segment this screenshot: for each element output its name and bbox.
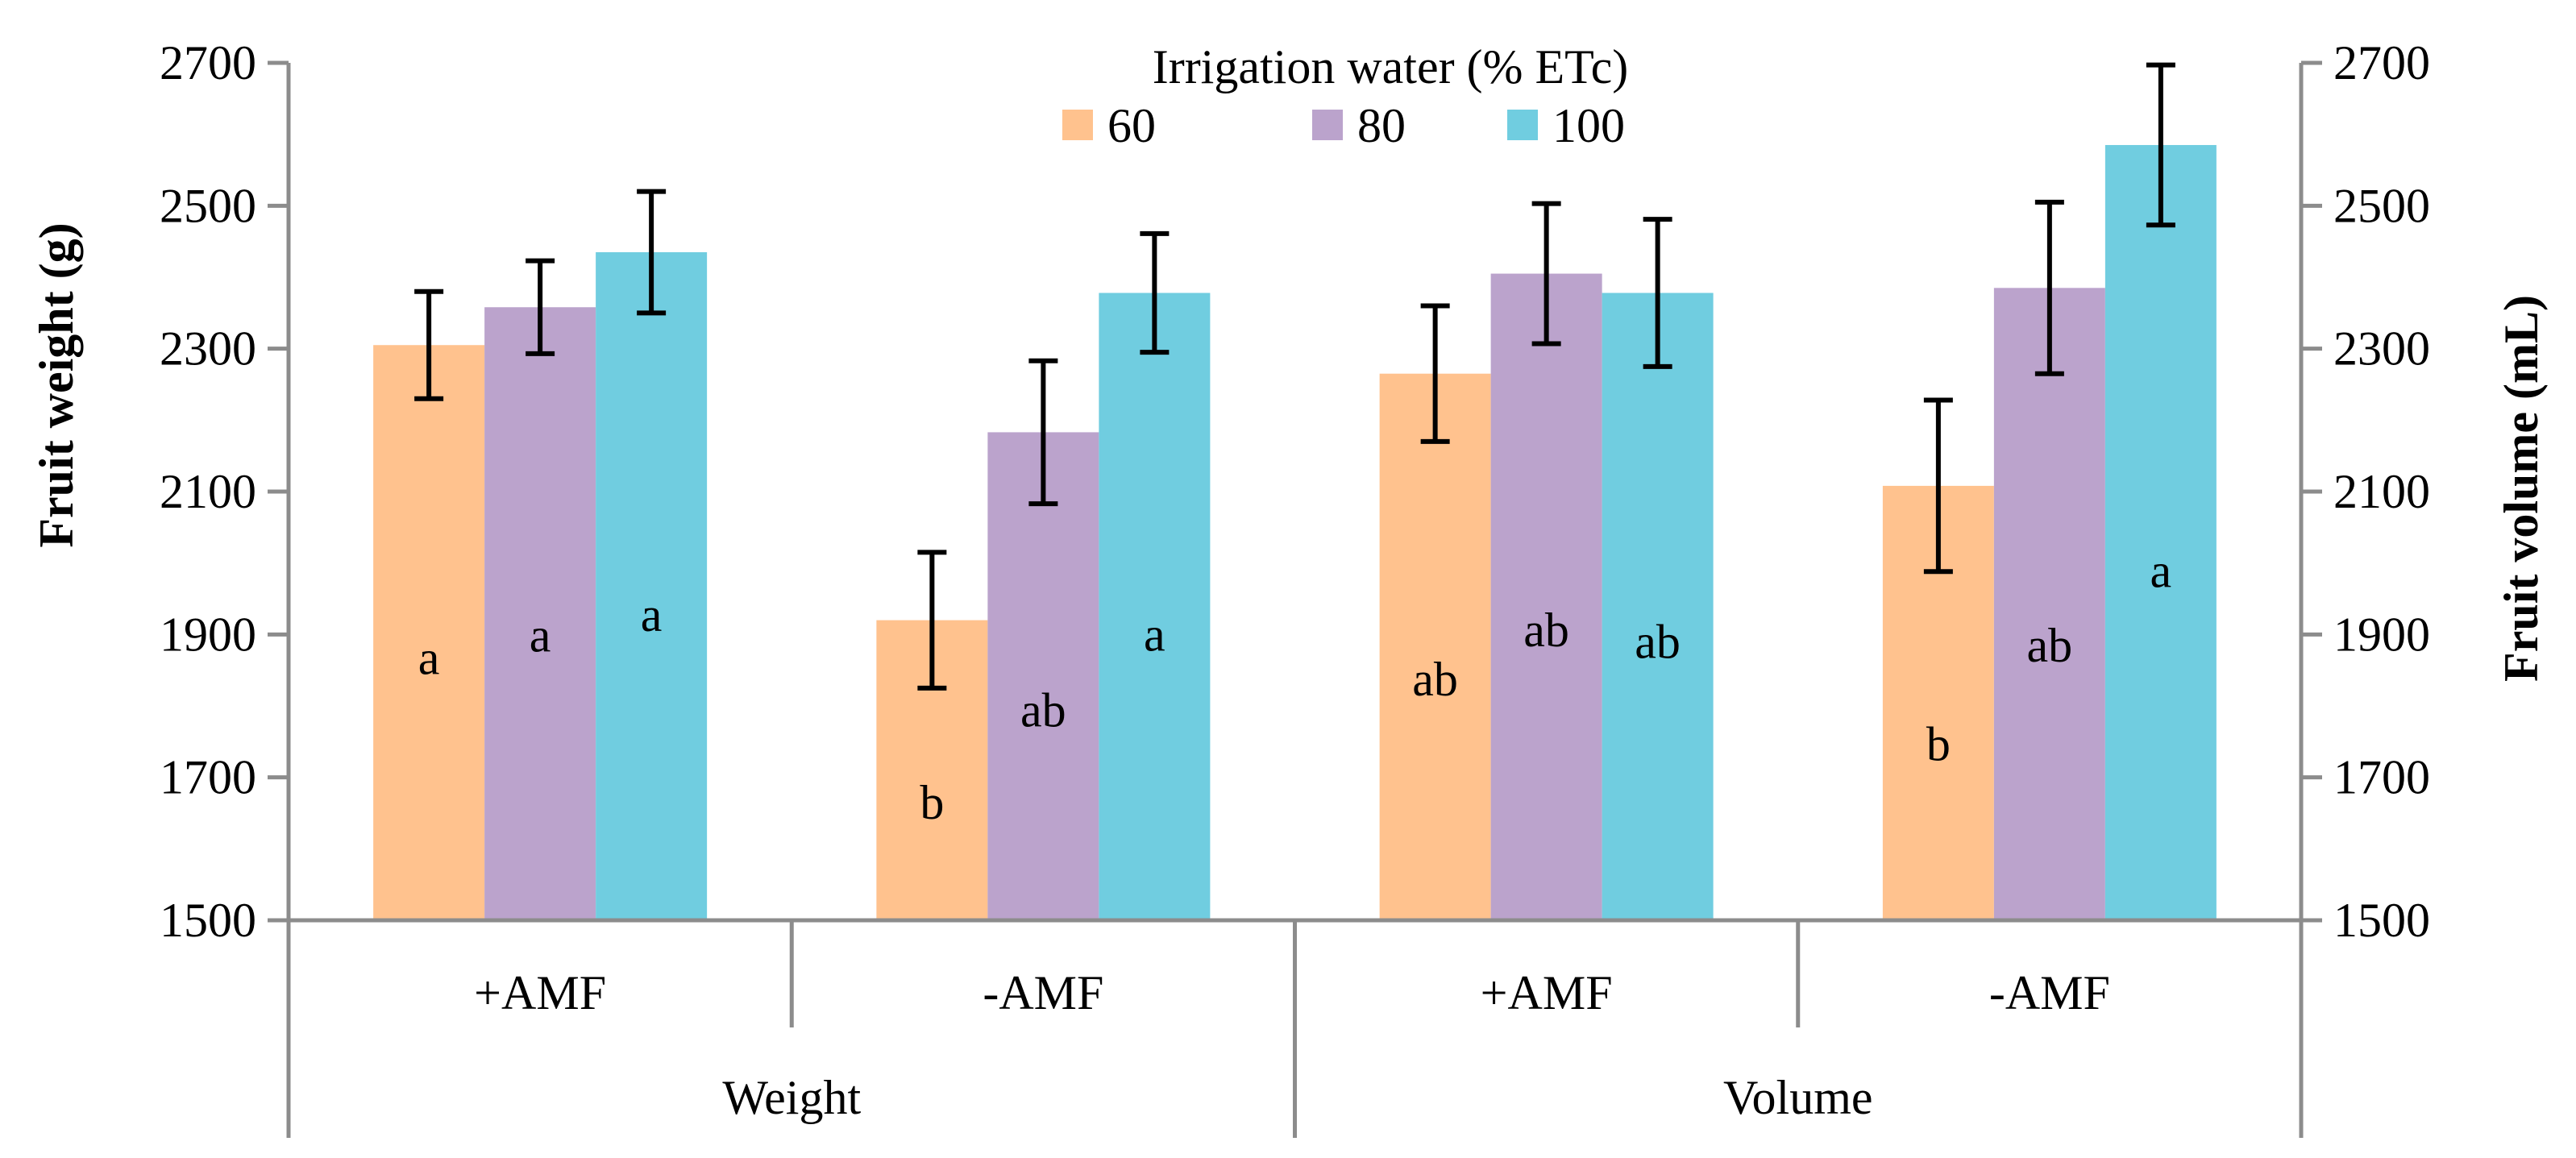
- y-right-tick-label: 2700: [2333, 36, 2430, 89]
- significance-letter-series-60-cat-1: b: [920, 776, 944, 829]
- legend-title: Irrigation water (% ETc): [1153, 40, 1629, 93]
- error-bar-series-60-cat-1: [917, 550, 947, 691]
- group-label: Weight: [722, 1071, 861, 1124]
- error-bar-series-80-cat-3: [2034, 199, 2064, 376]
- bar-series-80-cat-1: [987, 432, 1099, 920]
- legend-swatch: [1062, 110, 1093, 140]
- error-bar-series-60-cat-2: [1420, 303, 1450, 444]
- y-left-axis-title: Fruit weight (g): [30, 222, 83, 547]
- bar-series-100-cat-0: [596, 251, 708, 920]
- category-label: -AMF: [983, 966, 1103, 1019]
- legend-label: 80: [1357, 99, 1406, 152]
- y-left-tick-label: 1900: [160, 608, 256, 661]
- category-label: -AMF: [1989, 966, 2110, 1019]
- error-bar-series-100-cat-2: [1643, 217, 1672, 369]
- legend-items: 60 80 100: [1062, 99, 1625, 152]
- significance-letter-series-100-cat-2: ab: [1635, 615, 1681, 668]
- category-label: +AMF: [474, 966, 606, 1019]
- bars-layer: [373, 144, 2217, 921]
- significance-letter-series-60-cat-3: b: [1926, 718, 1951, 771]
- significance-letter-series-80-cat-1: ab: [1020, 684, 1066, 737]
- y-right-tick-label: 2500: [2333, 179, 2430, 232]
- legend-swatch: [1507, 110, 1538, 140]
- y-right-tick-label: 2100: [2333, 465, 2430, 518]
- error-bar-series-80-cat-0: [526, 258, 555, 356]
- bar-series-80-cat-2: [1490, 273, 1602, 921]
- y-left-tick-label: 1700: [160, 751, 256, 804]
- significance-letter-series-60-cat-2: ab: [1412, 653, 1458, 706]
- error-bar-series-100-cat-3: [2146, 62, 2175, 228]
- group-label: Volume: [1723, 1071, 1873, 1124]
- y-right-axis-title: Fruit volume (mL): [2495, 295, 2548, 682]
- bar-series-100-cat-2: [1602, 293, 1714, 920]
- legend-item-80: 80: [1312, 99, 1406, 152]
- y-right-tick-label: 1500: [2333, 894, 2430, 947]
- bar-series-80-cat-3: [1993, 288, 2105, 920]
- axes-layer: 1500 1500 1700 1700 1900 1900 2100 2100 2300 2300…: [160, 36, 2430, 1138]
- legend-label: 60: [1107, 99, 1156, 152]
- error-bar-series-100-cat-1: [1140, 230, 1170, 355]
- significance-letter-series-80-cat-0: a: [530, 608, 551, 662]
- bar-series-60-cat-2: [1379, 373, 1491, 920]
- significance-letter-series-100-cat-1: a: [1144, 608, 1165, 662]
- significance-letter-series-100-cat-0: a: [641, 588, 663, 641]
- bar-series-80-cat-0: [484, 307, 596, 920]
- legend-item-100: 100: [1507, 99, 1625, 152]
- significance-letter-series-80-cat-3: ab: [2027, 619, 2073, 672]
- y-left-tick-label: 2300: [160, 322, 256, 376]
- significance-letter-series-60-cat-0: a: [418, 631, 440, 684]
- significance-letter-series-80-cat-2: ab: [1523, 604, 1569, 657]
- y-right-tick-label: 2300: [2333, 322, 2430, 376]
- y-left-tick-label: 1500: [160, 894, 256, 947]
- bar-series-60-cat-0: [373, 345, 485, 920]
- error-bar-series-100-cat-0: [637, 189, 667, 316]
- y-left-tick-label: 2700: [160, 36, 256, 89]
- bar-series-100-cat-1: [1099, 293, 1211, 920]
- y-right-tick-label: 1900: [2333, 608, 2430, 661]
- error-bar-series-60-cat-3: [1923, 397, 1953, 575]
- y-left-tick-label: 2500: [160, 179, 256, 232]
- category-label: +AMF: [1481, 966, 1613, 1019]
- legend-swatch: [1312, 110, 1343, 140]
- legend-item-60: 60: [1062, 99, 1156, 152]
- legend-label: 100: [1552, 99, 1625, 152]
- y-right-tick-label: 1700: [2333, 751, 2430, 804]
- error-bar-series-80-cat-1: [1028, 358, 1058, 507]
- bar-series-100-cat-3: [2104, 144, 2217, 920]
- error-bar-series-60-cat-0: [414, 288, 444, 401]
- legend: Irrigation water (% ETc) 60 80 100: [1062, 40, 1628, 152]
- y-left-tick-label: 2100: [160, 465, 256, 518]
- significance-letter-series-100-cat-3: a: [2150, 545, 2172, 598]
- error-bar-series-80-cat-2: [1531, 201, 1561, 347]
